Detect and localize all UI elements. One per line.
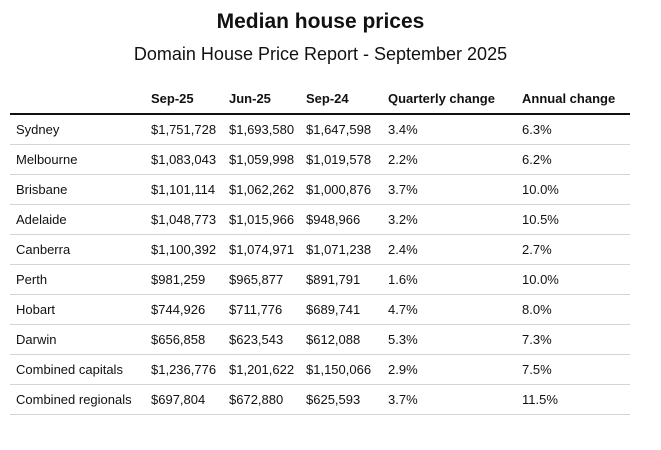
- column-header: Sep-25: [145, 84, 223, 115]
- title: Median house prices: [216, 10, 425, 33]
- table-cell: $1,062,262: [223, 174, 300, 205]
- table-cell: $1,100,392: [145, 234, 223, 265]
- table-cell: $711,776: [223, 294, 300, 325]
- table-cell: $1,048,773: [145, 204, 223, 235]
- row-label: Adelaide: [10, 204, 145, 235]
- table-cell: $981,259: [145, 264, 223, 295]
- row-label: Combined regionals: [10, 384, 145, 415]
- table-cell: $965,877: [223, 264, 300, 295]
- table-cell: 10.0%: [516, 264, 630, 295]
- table-cell: $1,059,998: [223, 144, 300, 175]
- table-cell: $697,804: [145, 384, 223, 415]
- table-cell: $612,088: [300, 324, 382, 355]
- row-label: Canberra: [10, 234, 145, 265]
- row-label: Brisbane: [10, 174, 145, 205]
- table-cell: $672,880: [223, 384, 300, 415]
- table-cell: 2.9%: [382, 354, 516, 385]
- row-label: Sydney: [10, 114, 145, 145]
- row-label: Perth: [10, 264, 145, 295]
- table-row: Darwin $656,858 $623,543 $612,088 5.3% 7.3%: [10, 324, 630, 355]
- table-cell: $1,015,966: [223, 204, 300, 235]
- table-row: Adelaide $1,048,773 $1,015,966 $948,966 3.2%…: [10, 204, 630, 235]
- table-cell: $625,593: [300, 384, 382, 415]
- table-cell: $1,236,776: [145, 354, 223, 385]
- table-cell: $1,647,598: [300, 114, 382, 145]
- table-cell: 4.7%: [382, 294, 516, 325]
- table-cell: 7.5%: [516, 354, 630, 385]
- table-cell: $1,074,971: [223, 234, 300, 265]
- table-cell: 8.0%: [516, 294, 630, 325]
- table-cell: $623,543: [223, 324, 300, 355]
- table-cell: $1,201,622: [223, 354, 300, 385]
- table-cell: $656,858: [145, 324, 223, 355]
- table-cell: 11.5%: [516, 384, 630, 415]
- table-row: Melbourne $1,083,043 $1,059,998 $1,019,578 2…: [10, 144, 630, 175]
- table-row: Hobart $744,926 $711,776 $689,741 4.7% 8.0%: [10, 294, 630, 325]
- row-label: Melbourne: [10, 144, 145, 175]
- table-cell: $1,071,238: [300, 234, 382, 265]
- table-cell: 6.3%: [516, 114, 630, 145]
- table-cell: 10.0%: [516, 174, 630, 205]
- column-header: Annual change: [516, 84, 630, 115]
- table-row: Brisbane $1,101,114 $1,062,262 $1,000,876 3.…: [10, 174, 630, 205]
- table-cell: $744,926: [145, 294, 223, 325]
- row-label: Combined capitals: [10, 354, 145, 385]
- table-cell: 3.2%: [382, 204, 516, 235]
- table-cell: $1,150,066: [300, 354, 382, 385]
- table-cell: 3.4%: [382, 114, 516, 145]
- table-row: Combined capitals $1,236,776 $1,201,622 $1,…: [10, 354, 630, 385]
- table-cell: $1,083,043: [145, 144, 223, 175]
- table-cell: 7.3%: [516, 324, 630, 355]
- row-label: Hobart: [10, 294, 145, 325]
- table-cell: $1,693,580: [223, 114, 300, 145]
- table-cell: $1,019,578: [300, 144, 382, 175]
- table-cell: 2.2%: [382, 144, 516, 175]
- table-cell: 2.7%: [516, 234, 630, 265]
- table-cell: $1,101,114: [145, 174, 223, 205]
- table-row: Canberra $1,100,392 $1,074,971 $1,071,238 2.…: [10, 234, 630, 265]
- table-row: Combined regionals $697,804 $672,880 $625,5…: [10, 384, 630, 415]
- table-cell: 5.3%: [382, 324, 516, 355]
- subtitle: Domain House Price Report - September 20…: [133, 44, 508, 64]
- table-cell: 10.5%: [516, 204, 630, 235]
- table-cell: $948,966: [300, 204, 382, 235]
- table-cell: $1,751,728: [145, 114, 223, 145]
- header-cell: [10, 84, 145, 115]
- column-header: Jun-25: [223, 84, 300, 115]
- table-cell: 1.6%: [382, 264, 516, 295]
- table-row: Sydney $1,751,728 $1,693,580 $1,647,598 3.4%…: [10, 114, 630, 145]
- table-cell: 2.4%: [382, 234, 516, 265]
- table-cell: 3.7%: [382, 384, 516, 415]
- column-header: Sep-24: [300, 84, 382, 115]
- price-table: Sep-25 Jun-25 Sep-24 Quarterly change Annual…: [10, 84, 630, 415]
- table-cell: $689,741: [300, 294, 382, 325]
- table-cell: $1,000,876: [300, 174, 382, 205]
- column-header: Quarterly change: [382, 84, 516, 115]
- table-cell: 6.2%: [516, 144, 630, 175]
- table-row: Perth $981,259 $965,877 $891,791 1.6% 10.0%: [10, 264, 630, 295]
- table-body: Sydney $1,751,728 $1,693,580 $1,647,598 3.4%…: [10, 114, 630, 415]
- header-row: Sep-25 Jun-25 Sep-24 Quarterly change Annual…: [10, 84, 630, 115]
- table-cell: $891,791: [300, 264, 382, 295]
- table-cell: 3.7%: [382, 174, 516, 205]
- row-label: Darwin: [10, 324, 145, 355]
